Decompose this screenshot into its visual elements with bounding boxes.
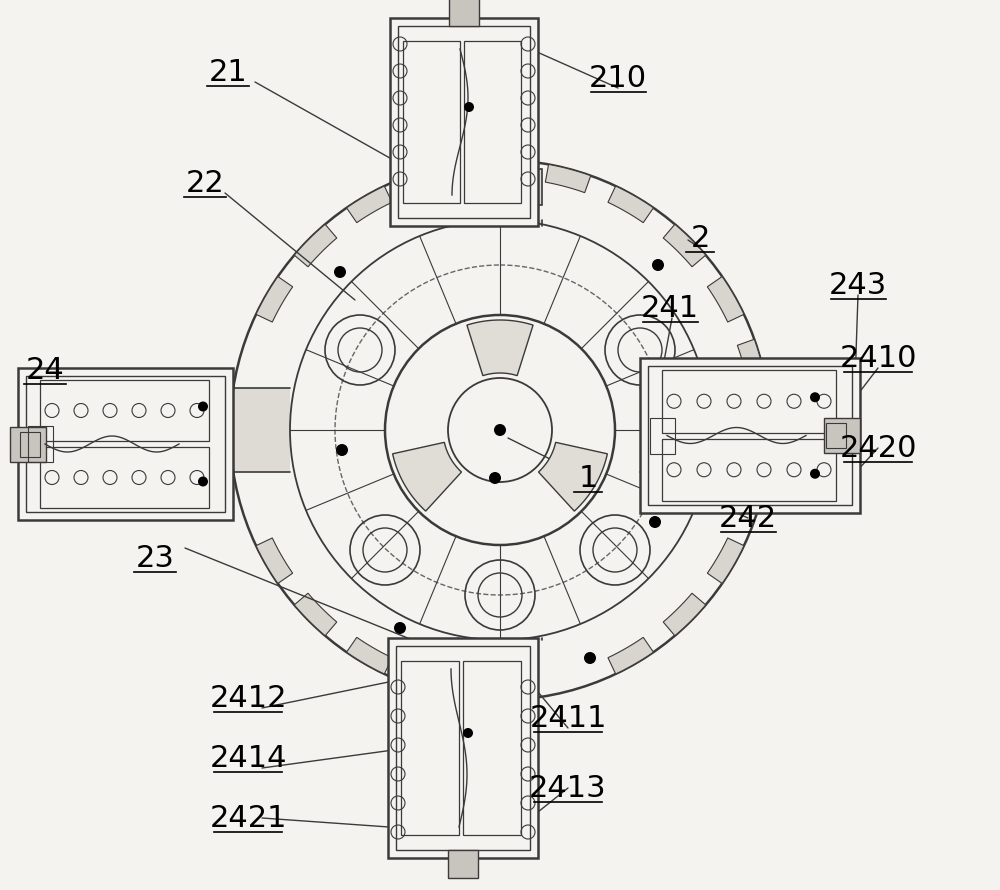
Polygon shape bbox=[707, 538, 744, 584]
Text: 21: 21 bbox=[209, 58, 247, 86]
Bar bbox=[824, 418, 860, 453]
Polygon shape bbox=[294, 594, 337, 635]
Text: 2420: 2420 bbox=[839, 433, 917, 463]
Circle shape bbox=[394, 622, 406, 634]
Text: 1: 1 bbox=[578, 464, 598, 492]
Bar bbox=[40, 380, 209, 441]
Bar bbox=[640, 388, 710, 472]
Polygon shape bbox=[393, 442, 461, 511]
Polygon shape bbox=[737, 339, 766, 384]
Bar bbox=[20, 432, 40, 457]
Bar bbox=[396, 646, 530, 850]
Text: 2: 2 bbox=[690, 223, 710, 253]
Circle shape bbox=[336, 444, 348, 456]
Text: 24: 24 bbox=[26, 355, 64, 384]
Text: 2414: 2414 bbox=[209, 743, 287, 773]
Polygon shape bbox=[256, 538, 293, 584]
Text: 23: 23 bbox=[136, 544, 174, 572]
Circle shape bbox=[649, 516, 661, 528]
Text: 2411: 2411 bbox=[529, 703, 607, 732]
Circle shape bbox=[810, 392, 820, 402]
Bar bbox=[464, 41, 521, 203]
Polygon shape bbox=[347, 186, 392, 222]
Bar bbox=[233, 388, 290, 472]
Polygon shape bbox=[545, 165, 591, 192]
Polygon shape bbox=[256, 277, 293, 322]
Text: 210: 210 bbox=[589, 63, 647, 93]
Text: 2410: 2410 bbox=[839, 344, 917, 373]
Bar bbox=[390, 18, 538, 226]
Circle shape bbox=[489, 472, 501, 484]
Polygon shape bbox=[467, 320, 533, 376]
Circle shape bbox=[494, 424, 506, 436]
Bar bbox=[448, 850, 478, 878]
Polygon shape bbox=[294, 224, 337, 267]
Circle shape bbox=[584, 652, 596, 664]
Circle shape bbox=[810, 469, 820, 479]
Text: 2413: 2413 bbox=[529, 773, 607, 803]
Text: 2412: 2412 bbox=[209, 684, 287, 713]
Circle shape bbox=[464, 102, 474, 112]
Polygon shape bbox=[539, 442, 607, 511]
Bar bbox=[458, 638, 542, 640]
Circle shape bbox=[198, 401, 208, 411]
Text: 241: 241 bbox=[641, 294, 699, 322]
Bar bbox=[458, 220, 542, 226]
Bar bbox=[449, 0, 479, 26]
Polygon shape bbox=[478, 160, 522, 179]
Polygon shape bbox=[608, 637, 653, 674]
Text: 22: 22 bbox=[186, 168, 224, 198]
Polygon shape bbox=[409, 165, 455, 192]
Text: 2421: 2421 bbox=[209, 804, 287, 832]
Bar bbox=[463, 661, 521, 835]
Bar bbox=[28, 426, 53, 462]
Polygon shape bbox=[347, 637, 392, 674]
Circle shape bbox=[463, 728, 473, 738]
Bar bbox=[458, 169, 542, 205]
Bar bbox=[640, 358, 860, 513]
Circle shape bbox=[334, 266, 346, 278]
Circle shape bbox=[198, 476, 208, 487]
Polygon shape bbox=[663, 224, 706, 267]
Bar bbox=[650, 417, 675, 454]
Bar bbox=[398, 26, 530, 218]
Bar bbox=[662, 439, 836, 501]
Bar bbox=[648, 366, 852, 505]
Circle shape bbox=[652, 259, 664, 271]
Bar bbox=[40, 447, 209, 508]
Bar bbox=[826, 423, 846, 448]
Text: 243: 243 bbox=[829, 271, 887, 300]
Bar bbox=[18, 368, 233, 520]
Bar bbox=[388, 638, 538, 858]
Polygon shape bbox=[663, 594, 706, 635]
Bar bbox=[26, 376, 225, 512]
Polygon shape bbox=[608, 186, 653, 222]
Bar bbox=[403, 41, 460, 203]
Polygon shape bbox=[707, 277, 744, 322]
Text: 242: 242 bbox=[719, 504, 777, 532]
Bar bbox=[662, 370, 836, 433]
Bar bbox=[10, 426, 46, 462]
Bar bbox=[401, 661, 459, 835]
